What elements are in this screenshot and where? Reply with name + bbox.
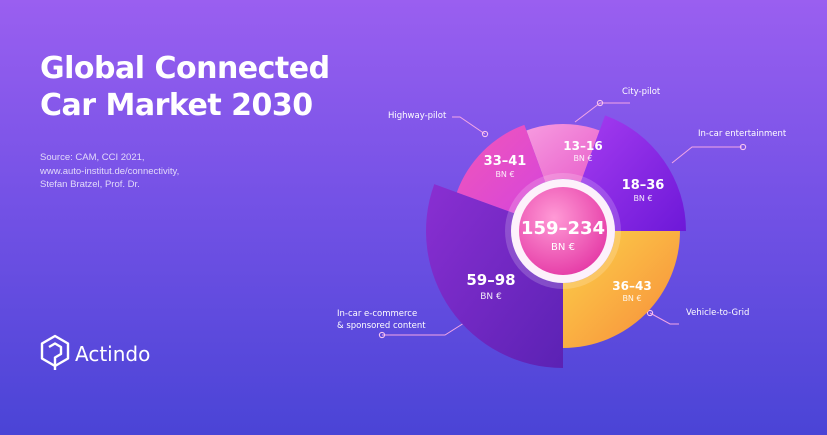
unit-label-city-pilot: BN € — [573, 154, 592, 163]
callout-line-highway-pilot — [452, 116, 486, 135]
callout-dot-vehicle-to-grid — [646, 309, 654, 317]
page-title: Global Connected Car Market 2030 — [40, 50, 380, 124]
unit-label-in-car-e-commerce-sponsored-content: BN € — [480, 292, 502, 302]
center-circle — [519, 187, 607, 275]
source-line-1: Source: CAM, CCI 2021, — [40, 152, 145, 163]
slice-in-car-entertainment — [580, 115, 686, 231]
value-label-highway-pilot: 33–41 — [484, 154, 527, 169]
center-unit: BN € — [551, 242, 575, 253]
brand-name: Actindo — [75, 342, 151, 366]
source-line-3: Stefan Bratzel, Prof. Dr. — [40, 179, 140, 190]
callout-line-vehicle-to-grid — [649, 312, 679, 325]
category-label-city-pilot: City-pilot — [622, 87, 661, 97]
value-label-in-car-e-commerce-sponsored-content: 59–98 — [466, 271, 515, 289]
category-label-vehicle-to-grid: Vehicle-to-Grid — [686, 308, 749, 318]
slice-city-pilot — [526, 124, 600, 183]
callout-line-in-car-entertainment — [671, 146, 742, 164]
category-label-in-car-e-commerce-sponsored-content-line-1: In-car e-commerce — [337, 309, 417, 319]
category-label-highway-pilot: Highway-pilot — [388, 111, 447, 121]
value-label-city-pilot: 13–16 — [563, 139, 602, 153]
slice-in-car-e-commerce-sponsored-content — [425, 184, 563, 368]
brand-logo: Actindo — [40, 334, 200, 374]
title-line-2: Car Market 2030 — [40, 88, 313, 123]
slice-highway-pilot — [456, 124, 546, 214]
unit-label-vehicle-to-grid: BN € — [622, 294, 641, 303]
callout-line-city-pilot — [574, 102, 630, 123]
callout-dot-highway-pilot — [481, 130, 489, 138]
center-value: 159–234 — [521, 218, 605, 239]
title-line-1: Global Connected — [40, 51, 330, 86]
slice-vehicle-to-grid — [563, 231, 680, 348]
category-label-in-car-e-commerce-sponsored-content-line-2: & sponsored content — [337, 321, 426, 331]
source-note: Source: CAM, CCI 2021, www.auto-institut… — [40, 151, 260, 192]
callout-dot-in-car-entertainment — [739, 143, 747, 151]
callout-dot-city-pilot — [596, 99, 604, 107]
value-label-in-car-entertainment: 18–36 — [622, 178, 665, 193]
category-label-in-car-entertainment: In-car entertainment — [698, 129, 787, 139]
source-line-2: www.auto-institut.de/connectivity, — [40, 165, 180, 177]
value-label-vehicle-to-grid: 36–43 — [612, 279, 651, 293]
actindo-logo-icon — [40, 334, 70, 370]
callout-dot-in-car-e-commerce-sponsored-content — [378, 331, 386, 339]
unit-label-highway-pilot: BN € — [495, 170, 514, 179]
unit-label-in-car-entertainment: BN € — [633, 194, 652, 203]
